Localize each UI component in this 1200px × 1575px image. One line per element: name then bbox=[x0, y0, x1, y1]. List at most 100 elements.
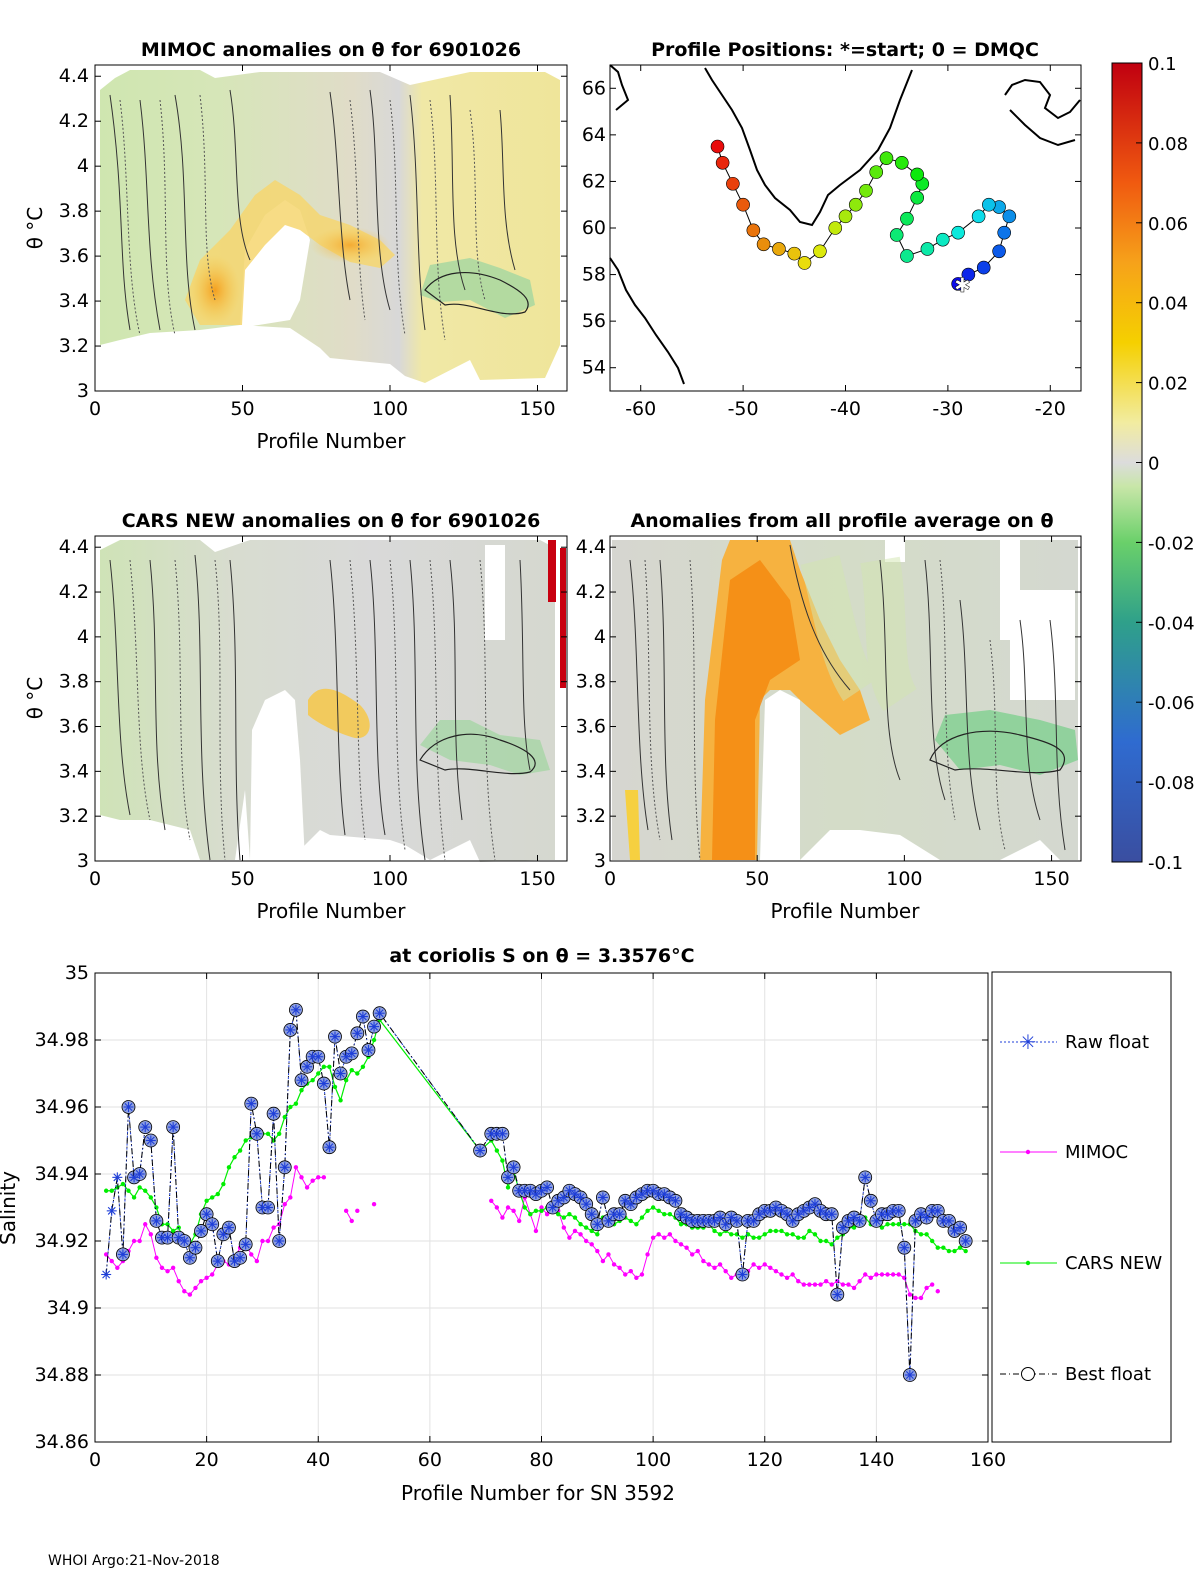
cars-new-point bbox=[243, 1138, 248, 1143]
raw-float-star bbox=[363, 1045, 374, 1056]
mimoc-y-ticks: 3 3.2 3.4 3.6 3.8 4 4.2 4.4 bbox=[59, 65, 567, 402]
mimoc-point bbox=[779, 1272, 784, 1277]
cars-new-point bbox=[779, 1228, 784, 1234]
cars-new-point bbox=[902, 1222, 907, 1227]
raw-float-star bbox=[190, 1242, 201, 1253]
x-tick-label: 60 bbox=[418, 1449, 442, 1471]
mimoc-point bbox=[790, 1272, 795, 1277]
raw-float-star bbox=[815, 1205, 826, 1216]
y-tick-label: 34.98 bbox=[35, 1029, 89, 1051]
cars-new-point bbox=[572, 1215, 578, 1220]
mimoc-point bbox=[516, 1218, 522, 1224]
raw-float-star bbox=[865, 1195, 876, 1206]
raw-float-star bbox=[793, 1209, 804, 1220]
cars-new-point bbox=[941, 1245, 946, 1250]
mimoc-point bbox=[210, 1272, 215, 1277]
raw-float-star bbox=[542, 1182, 553, 1193]
raw-float-star bbox=[290, 1004, 301, 1015]
raw-float-star bbox=[179, 1236, 190, 1246]
cars-new-point bbox=[656, 1208, 661, 1214]
salinity-series bbox=[101, 1002, 973, 1382]
raw-float-star bbox=[251, 1128, 262, 1139]
y-tick-label: 35 bbox=[65, 962, 89, 984]
raw-float-star bbox=[302, 1061, 313, 1072]
raw-float-star bbox=[960, 1236, 971, 1246]
positions-y-ticks: 54 56 58 60 62 64 66 bbox=[582, 77, 1081, 379]
mimoc-point bbox=[137, 1238, 142, 1244]
mimoc-point bbox=[109, 1258, 114, 1264]
salinity-y-label: Salinity bbox=[0, 1171, 20, 1245]
average-anomaly-panel: Anomalies from all profile average on θ … bbox=[576, 510, 1082, 923]
mimoc-point bbox=[600, 1258, 606, 1264]
cars-new-point bbox=[729, 1232, 734, 1237]
mimoc-point bbox=[907, 1292, 913, 1297]
raw-float-star bbox=[369, 1021, 380, 1032]
x-tick-label: 20 bbox=[195, 1449, 219, 1471]
raw-float-star bbox=[279, 1162, 290, 1173]
raw-float-star bbox=[357, 1011, 368, 1022]
y-tick-label: 4.2 bbox=[576, 581, 606, 603]
x-tick-label: 150 bbox=[519, 398, 555, 420]
profile-position-marker bbox=[869, 165, 884, 179]
mimoc-point bbox=[489, 1198, 494, 1204]
y-tick-label: 4 bbox=[77, 626, 89, 648]
mimoc-point bbox=[606, 1252, 611, 1257]
cars-new-point bbox=[176, 1225, 181, 1230]
raw-float-star bbox=[676, 1209, 687, 1220]
mimoc-point bbox=[165, 1268, 170, 1274]
y-tick-label: 3.8 bbox=[59, 671, 89, 693]
cars-new-point bbox=[276, 1131, 282, 1137]
raw-float-star bbox=[129, 1172, 140, 1183]
mimoc-point bbox=[611, 1262, 617, 1267]
profile-positions-panel: Profile Positions: *=start; 0 = DMQC ✱ -… bbox=[582, 39, 1082, 420]
raw-float-star bbox=[754, 1209, 765, 1220]
profile-position-marker bbox=[992, 244, 1006, 259]
profile-position-marker bbox=[797, 256, 812, 270]
cars-new-point bbox=[349, 1067, 354, 1073]
raw-float-star bbox=[318, 1078, 329, 1089]
salinity-panel: at coriolis S on θ = 3.3576°C 0 20 40 60 80 1… bbox=[0, 945, 1172, 1505]
colorbar-tick-label: -0.06 bbox=[1148, 693, 1195, 714]
cars-new-point bbox=[595, 1232, 600, 1237]
raw-float-star bbox=[687, 1215, 698, 1226]
cars-new-point bbox=[143, 1188, 148, 1193]
profile-position-marker bbox=[828, 221, 843, 235]
mimoc-point bbox=[773, 1268, 779, 1274]
cars-new-point bbox=[316, 1071, 321, 1076]
legend-mimoc-label: MIMOC bbox=[1065, 1142, 1128, 1163]
x-tick-label: 40 bbox=[306, 1449, 330, 1471]
y-tick-label: 58 bbox=[582, 264, 606, 286]
mimoc-point bbox=[723, 1268, 728, 1274]
raw-float-star bbox=[101, 1269, 112, 1280]
cars-new-point bbox=[103, 1188, 109, 1193]
y-tick-label: 4.4 bbox=[576, 536, 606, 558]
mimoc-point bbox=[896, 1272, 901, 1277]
raw-float-star bbox=[715, 1212, 726, 1223]
cars-new-point bbox=[773, 1228, 779, 1234]
cars-new-point bbox=[963, 1248, 968, 1254]
mimoc-point bbox=[304, 1185, 310, 1190]
y-tick-label: 3.8 bbox=[576, 671, 606, 693]
cars-new-point bbox=[946, 1248, 952, 1254]
cars-x-ticks: 0 50 100 150 bbox=[89, 536, 556, 890]
mimoc-point bbox=[282, 1201, 287, 1207]
raw-float-star bbox=[904, 1370, 915, 1380]
cars-new-point bbox=[918, 1232, 924, 1237]
cars-new-point bbox=[539, 1208, 544, 1214]
raw-float-star bbox=[860, 1172, 871, 1183]
mimoc-point bbox=[639, 1272, 645, 1277]
cars-new-point bbox=[957, 1245, 963, 1250]
cars-new-point bbox=[762, 1232, 767, 1237]
mimoc-point bbox=[840, 1282, 846, 1287]
y-tick-label: 56 bbox=[582, 310, 606, 332]
mimoc-point bbox=[695, 1248, 700, 1254]
raw-float-star bbox=[123, 1102, 134, 1112]
raw-float-star bbox=[709, 1215, 720, 1226]
y-tick-label: 4.2 bbox=[59, 110, 89, 132]
y-tick-label: 64 bbox=[582, 124, 606, 146]
y-tick-label: 34.9 bbox=[47, 1297, 89, 1319]
profile-position-marker bbox=[935, 232, 950, 247]
raw-float-star bbox=[497, 1128, 508, 1139]
mimoc-point bbox=[879, 1272, 885, 1277]
raw-float-star bbox=[955, 1222, 966, 1233]
